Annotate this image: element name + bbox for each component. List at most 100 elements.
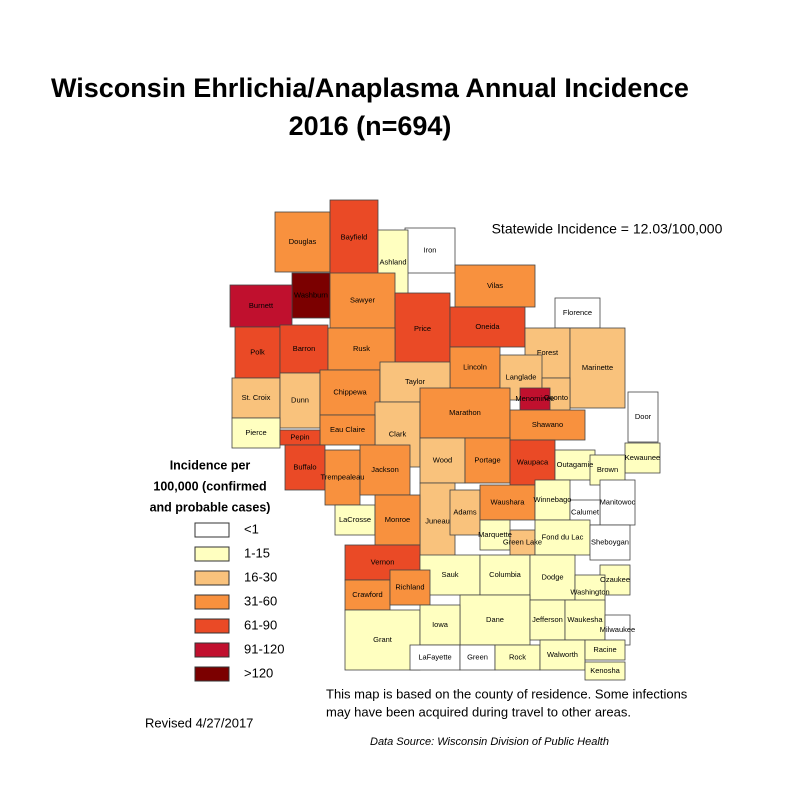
legend-swatch xyxy=(194,642,230,658)
county xyxy=(324,449,361,506)
title: Wisconsin Ehrlichia/Anaplasma Annual Inc… xyxy=(51,73,689,103)
county-label: Portage xyxy=(474,455,500,464)
county xyxy=(234,326,281,379)
county xyxy=(359,444,411,496)
county-label: Oneida xyxy=(475,322,500,331)
data-source: Data Source: Wisconsin Division of Publi… xyxy=(370,736,609,748)
county xyxy=(319,414,376,446)
legend-swatch xyxy=(194,570,230,586)
county-label: Wood xyxy=(433,455,452,464)
county-label: Columbia xyxy=(489,570,522,579)
legend-swatch xyxy=(194,546,230,562)
county xyxy=(334,504,376,536)
county-label: Dane xyxy=(486,615,504,624)
county-label: Racine xyxy=(593,645,616,654)
county-label: Clark xyxy=(389,429,407,438)
note: may have been acquired during travel to … xyxy=(326,704,631,719)
county-label: Taylor xyxy=(405,377,426,386)
county-label: Green Lake xyxy=(503,537,542,546)
legend-swatch xyxy=(194,666,230,682)
county xyxy=(274,211,331,273)
county-label: Dodge xyxy=(541,572,563,581)
county-label: Barron xyxy=(293,344,316,353)
county xyxy=(554,449,596,481)
county xyxy=(479,554,531,596)
legend-label: 16-30 xyxy=(244,569,277,584)
legend-title: Incidence per xyxy=(170,458,251,472)
county xyxy=(419,437,466,484)
county-label: Lincoln xyxy=(463,362,487,371)
county-label: Adams xyxy=(453,507,477,516)
county-label: Sawyer xyxy=(350,295,376,304)
county-label: Jackson xyxy=(371,465,399,474)
county xyxy=(509,439,556,486)
county-label: Winnebago xyxy=(534,495,572,504)
county xyxy=(319,369,381,416)
county-label: Dunn xyxy=(291,395,309,404)
county-label: Chippewa xyxy=(333,387,367,396)
county xyxy=(584,661,626,681)
county-label: Fond du Lac xyxy=(542,532,584,541)
county-label: Vilas xyxy=(487,281,503,290)
county xyxy=(279,372,321,429)
county xyxy=(599,479,636,526)
county-label: St. Croix xyxy=(242,393,271,402)
county-label: Forest xyxy=(537,348,559,357)
county xyxy=(291,272,331,319)
county-label: Washington xyxy=(570,587,609,596)
county xyxy=(449,489,481,536)
county-label: Milwaukee xyxy=(600,625,635,634)
county-label: Calumet xyxy=(571,507,600,516)
county xyxy=(284,444,326,491)
county-label: Monroe xyxy=(385,515,410,524)
legend-swatch xyxy=(194,594,230,610)
county-label: Polk xyxy=(250,347,265,356)
county-label: Trempealeau xyxy=(321,472,365,481)
county xyxy=(627,391,659,443)
county-label: Rock xyxy=(509,652,526,661)
county xyxy=(479,484,536,521)
county-label: Menominee xyxy=(515,394,554,403)
county-label: Kewaunee xyxy=(625,453,660,462)
county-label: Ozaukee xyxy=(600,575,630,584)
county xyxy=(529,554,576,601)
county-label: Crawford xyxy=(352,590,382,599)
county-map: Douglas Bayfield Iron Ashland Washburn Sawyer… xyxy=(229,199,661,681)
county xyxy=(464,437,511,484)
county xyxy=(329,272,396,329)
county xyxy=(344,609,421,671)
note: This map is based on the county of resid… xyxy=(326,686,688,701)
county xyxy=(554,297,601,329)
county xyxy=(494,644,541,671)
county-label: Juneau xyxy=(425,516,450,525)
county-label: Iowa xyxy=(432,620,449,629)
county-label: Vernon xyxy=(371,557,395,566)
county-label: Kenosha xyxy=(590,666,620,675)
legend-label: 1-15 xyxy=(244,545,270,560)
legend-label: 91-120 xyxy=(244,641,284,656)
county-label: Marquette xyxy=(478,530,512,539)
county-label: Walworth xyxy=(547,650,578,659)
county xyxy=(584,639,626,661)
revised-date: Revised 4/27/2017 xyxy=(145,715,253,730)
county-label: Langlade xyxy=(506,372,537,381)
statewide-incidence: Statewide Incidence = 12.03/100,000 xyxy=(492,221,723,237)
legend-label: >120 xyxy=(244,665,273,680)
county-label: Sheboygan xyxy=(591,537,629,546)
county-label: Door xyxy=(635,412,652,421)
county-label: Grant xyxy=(373,635,393,644)
county-label: Douglas xyxy=(289,237,317,246)
county-label: Manitowoc xyxy=(600,497,636,506)
legend-swatch xyxy=(194,618,230,634)
county-label: Iron xyxy=(424,245,437,254)
county-label: Outagamie xyxy=(557,460,594,469)
county xyxy=(329,199,379,276)
county-label: Waupaca xyxy=(517,457,549,466)
county-label: Eau Claire xyxy=(330,425,365,434)
county xyxy=(419,387,511,439)
county-label: Shawano xyxy=(532,420,563,429)
county xyxy=(564,599,606,641)
county-label: Marinette xyxy=(582,363,613,372)
legend-label: <1 xyxy=(244,521,259,536)
